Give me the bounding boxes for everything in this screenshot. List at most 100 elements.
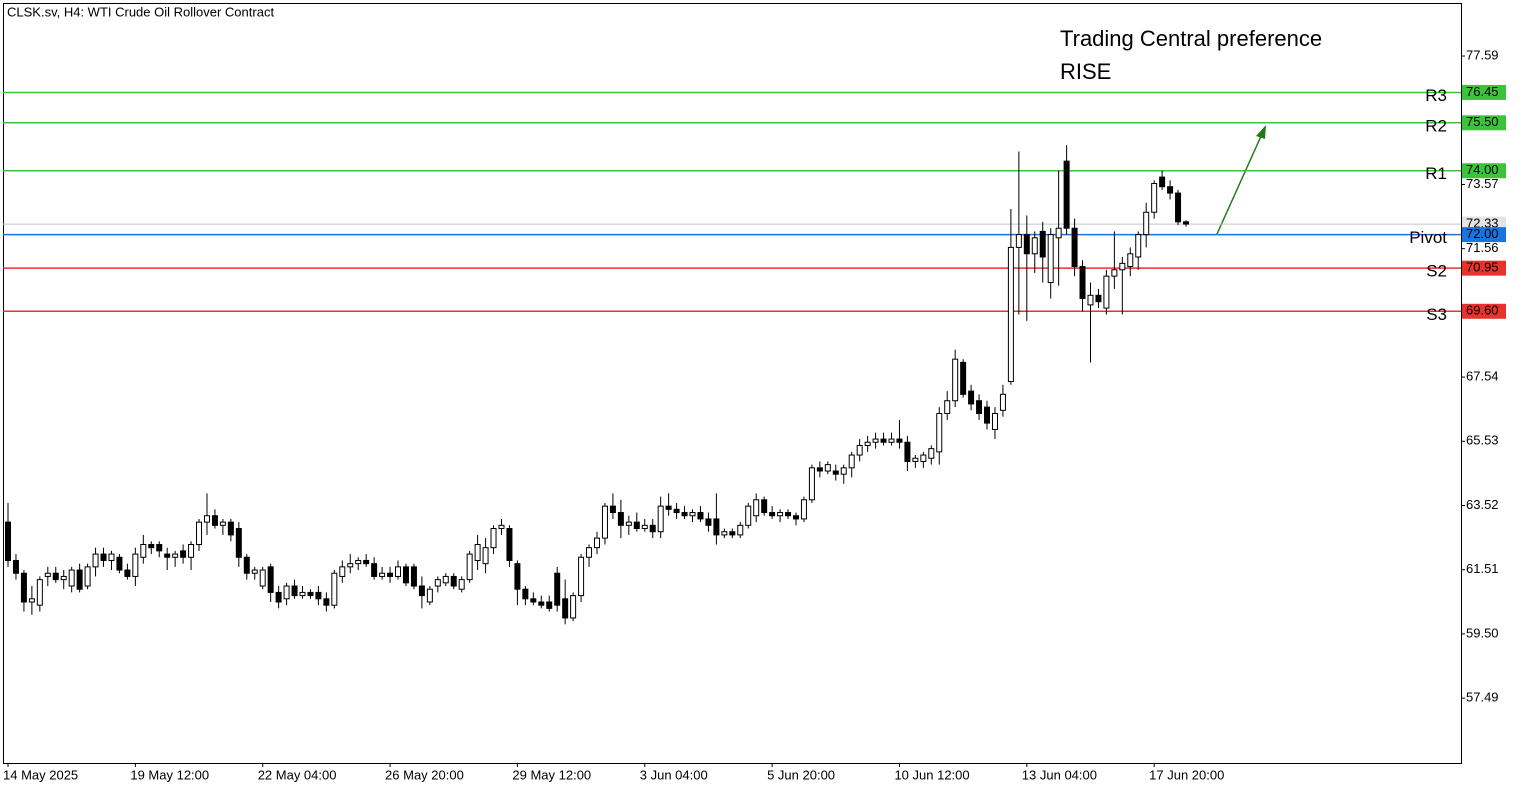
candle-body xyxy=(466,553,473,581)
candle-body xyxy=(84,566,91,587)
candle-body xyxy=(952,358,959,402)
candle-body xyxy=(705,518,712,526)
y-tick-label: 61.51 xyxy=(1466,561,1499,576)
candle-body xyxy=(904,441,911,462)
candle-body xyxy=(984,406,991,424)
candle-body xyxy=(395,566,402,577)
candle-body xyxy=(259,569,266,587)
level-name: S3 xyxy=(1426,305,1447,324)
candle-body xyxy=(227,521,234,536)
candle-body xyxy=(792,515,799,520)
candle-body xyxy=(896,438,903,443)
candle-body xyxy=(721,531,728,536)
level-value-label: 76.45 xyxy=(1466,84,1499,99)
candle-body xyxy=(442,575,449,584)
candle-body xyxy=(578,556,585,597)
candle-body xyxy=(12,559,19,574)
candle-body xyxy=(824,464,831,472)
candle-body xyxy=(180,550,187,558)
candle-body xyxy=(991,413,998,430)
candle-body xyxy=(586,547,593,558)
candle-body xyxy=(28,598,35,603)
candle-body xyxy=(339,566,346,577)
candle-body xyxy=(1023,234,1030,255)
candle-body xyxy=(291,585,298,597)
candle-body xyxy=(275,591,282,603)
candle-body xyxy=(617,512,624,526)
candle-body xyxy=(1175,192,1182,223)
candle-body xyxy=(960,361,967,395)
level-name: S2 xyxy=(1426,262,1447,281)
candle-body xyxy=(673,508,680,514)
y-tick-label: 67.54 xyxy=(1466,369,1499,384)
candle-body xyxy=(267,566,274,593)
candle-body xyxy=(148,543,155,549)
candle-body xyxy=(1143,211,1150,236)
candle-body xyxy=(92,553,99,568)
candle-body xyxy=(1135,234,1142,258)
candle-body xyxy=(1071,227,1078,268)
candle-body xyxy=(379,572,386,577)
level-name: R3 xyxy=(1425,86,1447,105)
level-value-label: 74.00 xyxy=(1466,162,1499,177)
candle-body xyxy=(203,515,210,523)
candle-body xyxy=(530,598,537,603)
candle-body xyxy=(928,448,935,459)
candle-body xyxy=(307,591,314,597)
candle-body xyxy=(1151,182,1158,213)
candle-body xyxy=(450,575,457,587)
candle-body xyxy=(1095,294,1102,303)
candle-body xyxy=(976,400,983,415)
candle-body xyxy=(657,505,664,533)
candle-body xyxy=(665,505,672,510)
candle-body xyxy=(800,499,807,520)
candle-body xyxy=(498,524,505,530)
candle-body xyxy=(283,585,290,600)
annotation: Trading Central preference xyxy=(1060,26,1322,51)
candle-body xyxy=(1167,186,1174,194)
candle-body xyxy=(1127,253,1134,268)
candle-body xyxy=(777,512,784,517)
candle-body xyxy=(243,556,250,574)
x-tick-label: 14 May 2025 xyxy=(3,767,78,782)
candle-body xyxy=(562,598,569,619)
candle-body xyxy=(681,512,688,517)
candle-body xyxy=(936,413,943,453)
candle-body xyxy=(1015,234,1022,248)
candle-body xyxy=(920,454,927,462)
x-tick-label: 5 Jun 20:00 xyxy=(767,767,835,782)
candle-body xyxy=(546,601,553,609)
annotation: RISE xyxy=(1060,59,1111,84)
candle-body xyxy=(219,521,226,526)
candle-body xyxy=(211,515,218,526)
candle-body xyxy=(538,601,545,606)
x-tick-label: 13 Jun 04:00 xyxy=(1022,767,1097,782)
y-tick-label: 63.52 xyxy=(1466,497,1499,512)
candle-body xyxy=(840,467,847,475)
chart-title: CLSK.sv, H4: WTI Crude Oil Rollover Cont… xyxy=(7,4,274,19)
candle-body xyxy=(713,518,720,536)
y-tick-label: 59.50 xyxy=(1466,625,1499,640)
candle-body xyxy=(140,543,147,558)
candle-body xyxy=(156,543,163,552)
candle-body xyxy=(769,512,776,517)
x-tick-label: 22 May 04:00 xyxy=(258,767,337,782)
candle-body xyxy=(888,438,895,443)
candle-body xyxy=(912,457,919,462)
candle-body xyxy=(570,595,577,619)
candle-body xyxy=(172,553,179,558)
level-value-label: 72.00 xyxy=(1466,226,1499,241)
x-tick-label: 26 May 20:00 xyxy=(385,767,464,782)
level-value-label: 70.95 xyxy=(1466,260,1499,275)
candle-body xyxy=(609,505,616,514)
candle-body xyxy=(1039,230,1046,258)
x-tick-label: 3 Jun 04:00 xyxy=(640,767,708,782)
level-value-box xyxy=(1462,163,1506,179)
candle-body xyxy=(1159,176,1166,188)
candle-body xyxy=(188,543,195,558)
level-name: Pivot xyxy=(1409,228,1447,247)
candle-body xyxy=(116,556,123,571)
candle-body xyxy=(808,467,815,501)
candle-body xyxy=(474,543,481,561)
candle-body xyxy=(410,566,417,587)
